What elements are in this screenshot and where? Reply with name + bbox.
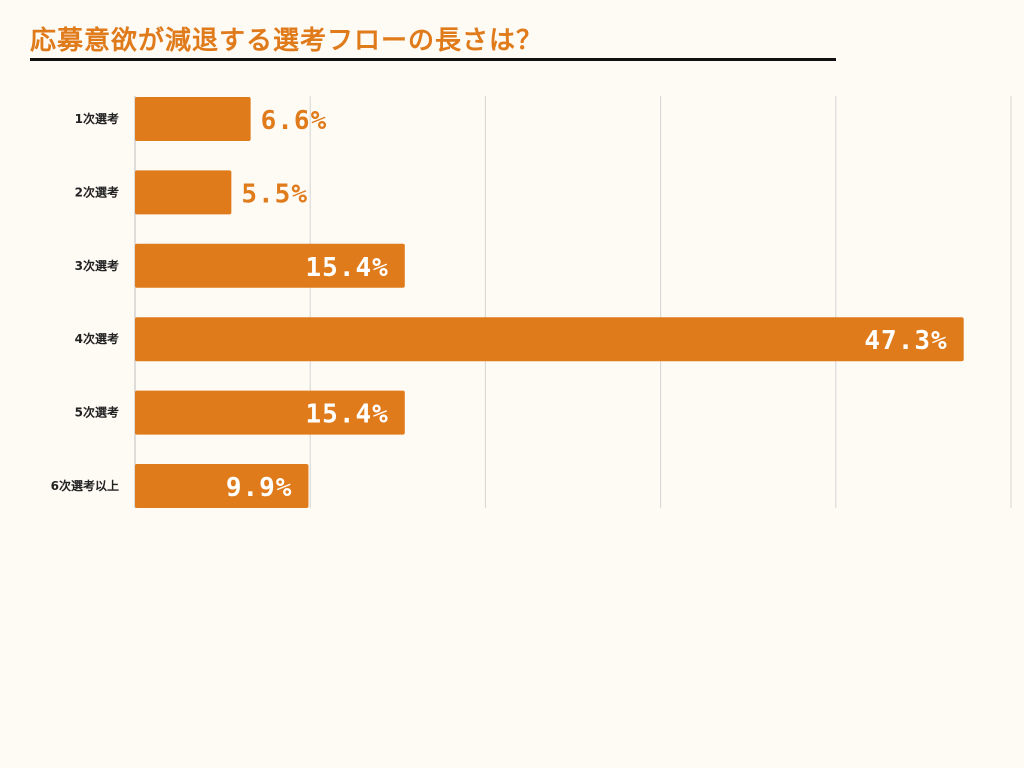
title-underline bbox=[30, 58, 836, 61]
bar bbox=[135, 243, 405, 288]
bar bbox=[135, 464, 309, 508]
category-label: 1次選考 bbox=[75, 111, 119, 126]
category-label: 2次選考 bbox=[75, 184, 119, 199]
value-label: 15.4% bbox=[306, 253, 389, 283]
category-label: 4次選考 bbox=[75, 331, 119, 346]
value-label: 15.4% bbox=[306, 400, 389, 430]
bar bbox=[135, 97, 251, 141]
category-label: 3次選考 bbox=[75, 258, 119, 273]
value-label: 5.5% bbox=[241, 179, 308, 209]
value-label: 6.6% bbox=[261, 106, 328, 136]
bar bbox=[135, 390, 405, 435]
category-label: 6次選考以上 bbox=[51, 478, 119, 493]
category-label: 5次選考 bbox=[75, 405, 119, 420]
value-label: 9.9% bbox=[226, 473, 293, 503]
value-label: 47.3% bbox=[864, 326, 947, 356]
bar bbox=[135, 170, 232, 215]
bar bbox=[135, 317, 964, 362]
chart-title: 応募意欲が減退する選考フローの長さは？ bbox=[30, 26, 544, 56]
